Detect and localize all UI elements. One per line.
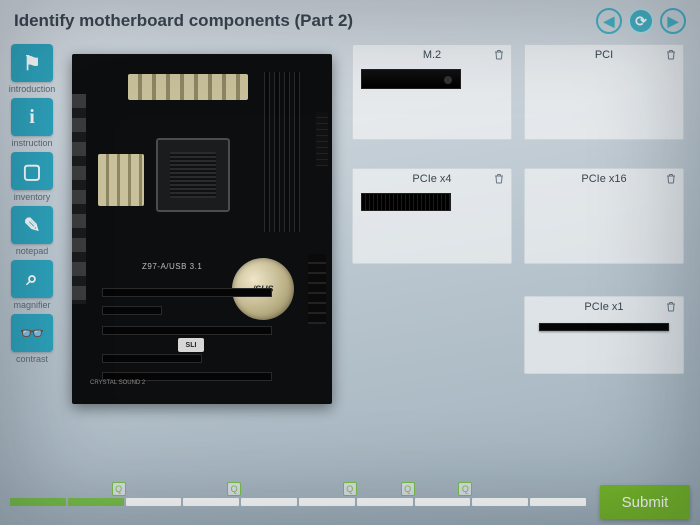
dropzone-pciex1[interactable]: PCIe x1: [524, 296, 684, 374]
dropzone-label: M.2: [423, 49, 441, 61]
sata-ports: [308, 254, 326, 324]
page-title: Identify motherboard components (Part 2): [14, 11, 353, 31]
sidebar-item-instruction[interactable]: i instruction: [6, 98, 58, 148]
ram-slot: [284, 72, 290, 232]
progress-segment[interactable]: [530, 498, 586, 506]
trash-icon[interactable]: [493, 172, 505, 185]
sidebar-item-notepad[interactable]: ✎ notepad: [6, 206, 58, 256]
progress-segment[interactable]: [472, 498, 528, 506]
footer: QQQQQ Submit: [0, 483, 700, 525]
magnifier-icon: ⌕: [11, 260, 53, 298]
progress-segment[interactable]: Q: [183, 498, 239, 506]
sidebar-item-introduction[interactable]: ⚑ introduction: [6, 44, 58, 94]
motherboard-image[interactable]: Z97-A/USB 3.1 /SUS SLI CRYSTAL SOUND 2: [72, 54, 332, 404]
question-marker-icon[interactable]: Q: [227, 482, 241, 496]
dropzone-pciex4[interactable]: PCIe x4: [352, 168, 512, 264]
placed-component-m2[interactable]: [361, 69, 461, 89]
progress-segment[interactable]: [10, 498, 66, 506]
instruction-icon: i: [11, 98, 53, 136]
dropzone-pciex16[interactable]: PCIe x16: [524, 168, 684, 264]
dropzone-label: PCI: [595, 49, 613, 61]
dropzone-label: PCIe x4: [412, 173, 451, 185]
progress-segment[interactable]: Q: [357, 498, 413, 506]
progress-segment[interactable]: [241, 498, 297, 506]
atx-power: [316, 112, 328, 166]
trash-icon[interactable]: [665, 48, 677, 61]
ram-slot: [264, 72, 270, 232]
dropzone-label: PCIe x1: [584, 301, 623, 313]
sidebar-item-inventory[interactable]: ▢ inventory: [6, 152, 58, 202]
cpu-socket: [156, 138, 230, 212]
trash-icon[interactable]: [665, 300, 677, 313]
content-area: Z97-A/USB 3.1 /SUS SLI CRYSTAL SOUND 2 M…: [64, 40, 700, 483]
dropzone-pci[interactable]: PCI: [524, 44, 684, 140]
ram-slot: [274, 72, 280, 232]
sidebar-item-label: inventory: [6, 192, 58, 202]
sli-badge: SLI: [178, 338, 204, 352]
progress-bar: QQQQQ: [10, 491, 586, 513]
submit-button[interactable]: Submit: [600, 485, 690, 519]
contrast-icon: 👓: [11, 314, 53, 352]
trash-icon[interactable]: [665, 172, 677, 185]
sidebar-item-label: notepad: [6, 246, 58, 256]
progress-segment[interactable]: Q: [68, 498, 124, 506]
pcie-slot: [102, 326, 272, 335]
crystal-sound-label: CRYSTAL SOUND 2: [90, 380, 145, 386]
question-marker-icon[interactable]: Q: [112, 482, 126, 496]
progress-segment[interactable]: Q: [415, 498, 471, 506]
sidebar-item-magnifier[interactable]: ⌕ magnifier: [6, 260, 58, 310]
sidebar: ⚑ introduction i instruction ▢ inventory ✎ note…: [0, 40, 64, 483]
notepad-icon: ✎: [11, 206, 53, 244]
progress-segment[interactable]: [126, 498, 182, 506]
nav-prev-button[interactable]: ◀: [596, 8, 622, 34]
nav-controls: ◀ ⟳ ▶: [596, 8, 686, 34]
sidebar-item-label: introduction: [6, 84, 58, 94]
question-marker-icon[interactable]: Q: [401, 482, 415, 496]
sidebar-item-contrast[interactable]: 👓 contrast: [6, 314, 58, 364]
vrm-heatsink: [128, 74, 248, 100]
sidebar-item-label: contrast: [6, 354, 58, 364]
pcie-slot: [102, 306, 162, 315]
sidebar-item-label: magnifier: [6, 300, 58, 310]
progress-segment[interactable]: Q: [299, 498, 355, 506]
question-marker-icon[interactable]: Q: [343, 482, 357, 496]
pcie-slot: [102, 354, 202, 363]
sidebar-item-label: instruction: [6, 138, 58, 148]
side-heatsink: [98, 154, 144, 206]
nav-next-button[interactable]: ▶: [660, 8, 686, 34]
introduction-icon: ⚑: [11, 44, 53, 82]
inventory-icon: ▢: [11, 152, 53, 190]
pcie-slot: [102, 288, 272, 297]
model-text: Z97-A/USB 3.1: [142, 262, 202, 271]
dropzone-m2[interactable]: M.2: [352, 44, 512, 140]
placed-component-pciex4[interactable]: [361, 193, 451, 211]
nav-refresh-button[interactable]: ⟳: [628, 8, 654, 34]
question-marker-icon[interactable]: Q: [458, 482, 472, 496]
dropzone-label: PCIe x16: [581, 173, 626, 185]
io-plate: [72, 94, 86, 304]
placed-component-pciex1[interactable]: [539, 323, 669, 331]
trash-icon[interactable]: [493, 48, 505, 61]
ram-slot: [294, 72, 300, 232]
